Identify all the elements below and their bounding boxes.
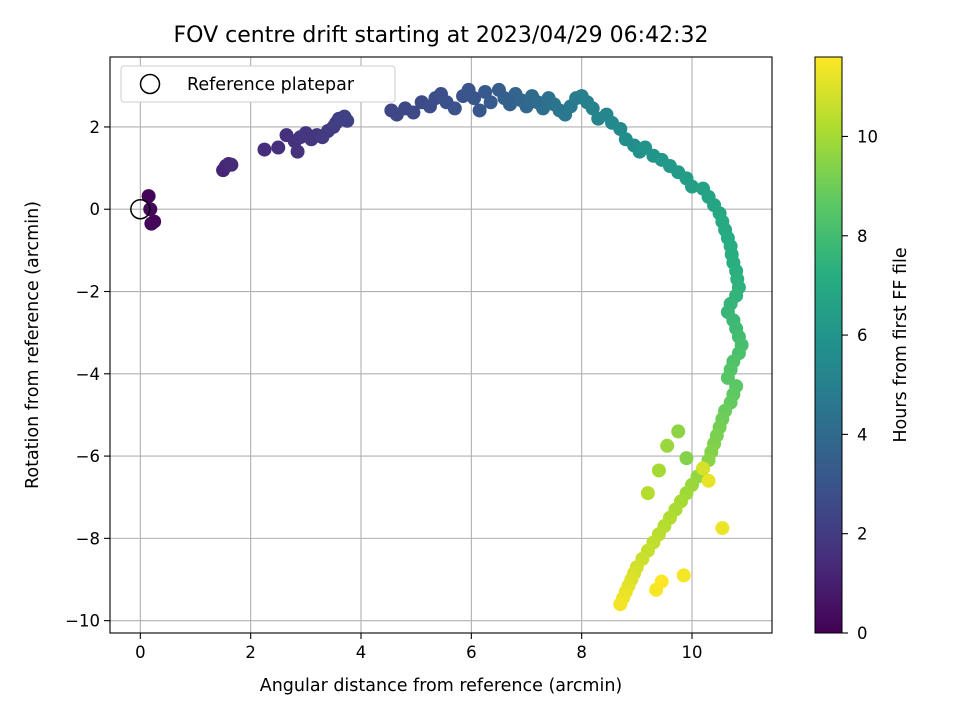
data-point: [701, 473, 716, 488]
legend-marker: [139, 73, 161, 95]
y-tick-label: −8: [76, 529, 100, 548]
x-tick-label: 0: [135, 643, 146, 662]
data-point: [224, 157, 239, 172]
data-point: [640, 486, 655, 501]
x-tick-label: 10: [682, 643, 703, 662]
data-point: [271, 140, 286, 155]
reference-platepar-marker: [130, 198, 151, 220]
data-point: [472, 103, 487, 118]
y-tick-label: −2: [76, 283, 100, 302]
chart-title: FOV centre drift starting at 2023/04/29 …: [174, 23, 709, 48]
data-point: [519, 99, 534, 114]
y-tick-label: −10: [65, 612, 100, 631]
y-tick-label: 0: [90, 200, 101, 219]
colorbar-tick-label: 10: [857, 127, 878, 146]
x-tick-label: 6: [466, 643, 477, 662]
legend-box: [120, 65, 396, 103]
data-point: [651, 463, 666, 478]
data-point: [613, 122, 628, 136]
data-point: [660, 438, 675, 453]
x-axis-ticks: 0 2 4 6 8 10: [135, 633, 703, 662]
data-point: [447, 101, 462, 116]
y-tick-label: −6: [76, 447, 100, 466]
data-point: [671, 424, 686, 439]
x-tick-label: 2: [245, 643, 256, 662]
data-point: [478, 84, 493, 99]
data-point: [502, 97, 517, 112]
colorbar-tick-label: 4: [857, 425, 868, 444]
colorbar-gradient: [814, 56, 843, 634]
legend: Reference platepar: [120, 65, 396, 103]
y-tick-label: 2: [90, 118, 101, 137]
y-tick-label: −4: [76, 365, 100, 384]
y-axis-ticks: −10 −8 −6 −4 −2 0 2: [65, 118, 110, 631]
data-point: [147, 214, 162, 229]
data-point: [613, 597, 628, 612]
data-point: [685, 179, 700, 194]
data-point: [340, 113, 355, 128]
x-tick-label: 4: [356, 643, 367, 662]
grid-lines: [110, 57, 772, 633]
data-point: [467, 91, 482, 106]
data-point: [141, 189, 156, 204]
colorbar-label: Hours from first FF file: [891, 247, 911, 442]
data-point: [715, 521, 730, 536]
data-points: [141, 82, 749, 612]
y-axis-label: Rotation from reference (arcmin): [23, 201, 43, 489]
data-point: [654, 574, 669, 589]
data-point: [406, 105, 421, 120]
colorbar-tick-label: 8: [857, 227, 868, 246]
data-point: [676, 568, 691, 583]
data-point: [679, 451, 694, 466]
legend-label: Reference platepar: [187, 75, 355, 95]
plot-frame: [109, 56, 773, 634]
data-point: [536, 101, 551, 116]
data-point: [696, 461, 711, 476]
colorbar-ticks: 0 2 4 6 8 10: [842, 127, 878, 643]
data-point: [257, 142, 272, 157]
colorbar-tick-label: 2: [857, 525, 868, 544]
data-point: [290, 144, 305, 159]
reference-marker-layer: [130, 198, 151, 220]
colorbar-tick-label: 6: [857, 326, 868, 345]
data-point: [585, 101, 600, 116]
colorbar: 0 2 4 6 8 10 Hours from first FF file: [814, 56, 911, 643]
x-tick-label: 8: [576, 643, 587, 662]
colorbar-tick-label: 0: [857, 624, 868, 643]
data-point: [483, 95, 498, 110]
x-axis-label: Angular distance from reference (arcmin): [260, 676, 623, 696]
